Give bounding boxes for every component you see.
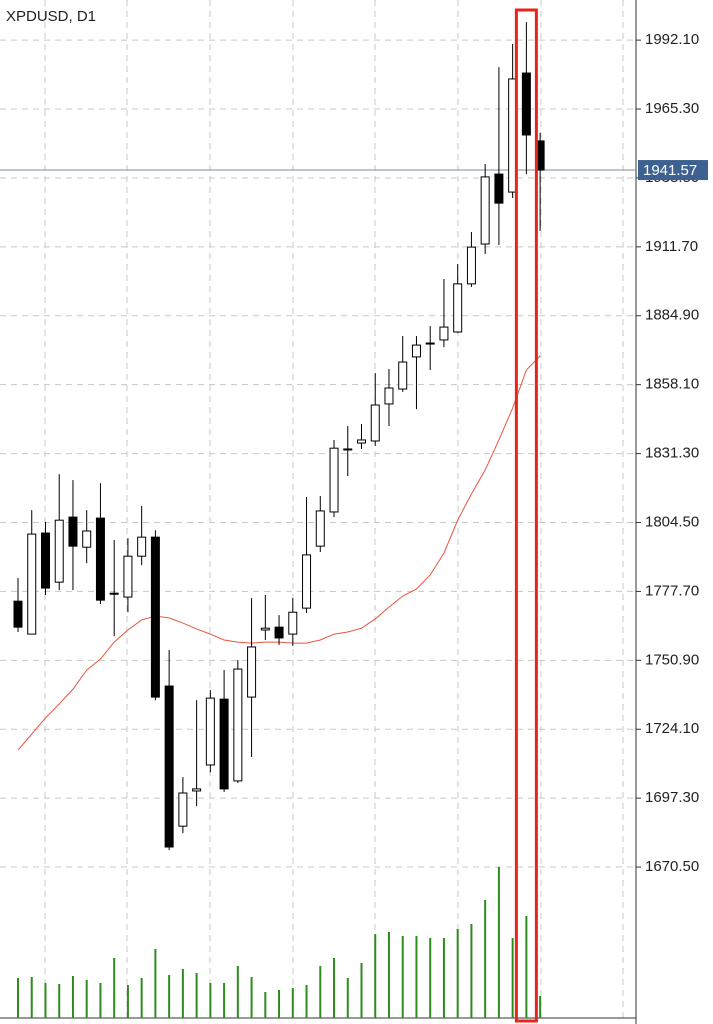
candle-body — [54, 519, 64, 583]
y-tick-label: 1965.30 — [645, 100, 699, 117]
candle-body — [425, 342, 435, 345]
candle-body — [302, 554, 312, 609]
candle-body — [205, 697, 215, 766]
y-tick-label: 1884.90 — [645, 307, 699, 324]
candle-body — [439, 326, 449, 341]
highlight-box — [514, 8, 538, 1023]
y-tick-label: 1804.50 — [645, 513, 699, 530]
candle-body — [274, 626, 284, 639]
candle-body — [233, 668, 243, 782]
candle-body — [453, 283, 463, 333]
current-price-label: 1941.57 — [643, 162, 697, 179]
y-tick-label: 1697.30 — [645, 789, 699, 806]
candle-body — [95, 517, 105, 601]
candle-body — [123, 555, 133, 598]
candle-body — [247, 646, 257, 698]
candle-body — [466, 246, 476, 285]
candle-body — [109, 592, 119, 595]
chart-title: XPDUSD, D1 — [6, 8, 96, 25]
candle-body — [27, 533, 37, 635]
plot: 1992.101965.301938.501911.701884.901858.… — [0, 8, 699, 1023]
y-tick-label: 1724.10 — [645, 720, 699, 737]
candle-body — [398, 361, 408, 390]
candle-body — [315, 510, 325, 547]
y-tick-label: 1831.30 — [645, 445, 699, 462]
candle-body — [13, 600, 23, 628]
candle-body — [494, 173, 504, 204]
candle-body — [260, 627, 270, 631]
candle-body — [288, 611, 298, 635]
candle-body — [370, 404, 380, 442]
candle-body — [219, 698, 229, 790]
candle-body — [40, 532, 50, 589]
y-tick-label: 1750.90 — [645, 651, 699, 668]
y-tick-label: 1911.70 — [645, 238, 698, 255]
candle-body — [329, 447, 339, 513]
candle-body — [150, 536, 160, 698]
candle-body — [137, 536, 147, 557]
y-tick-label: 1992.10 — [645, 31, 699, 48]
candle-body — [164, 685, 174, 848]
candle-body — [178, 792, 188, 827]
candle-body — [343, 448, 353, 451]
candle-body — [68, 516, 78, 547]
current-price-box — [638, 160, 708, 181]
candle-body — [521, 72, 531, 136]
candle-body — [411, 344, 421, 358]
candle-body — [82, 530, 92, 548]
y-tick-label: 1777.70 — [645, 582, 699, 599]
candle-body — [192, 788, 202, 792]
y-tick-label: 1858.10 — [645, 376, 699, 393]
candle-body — [480, 176, 490, 245]
candle-body — [384, 387, 394, 405]
y-tick-label: 1670.50 — [645, 858, 699, 875]
candle-body — [357, 439, 366, 444]
